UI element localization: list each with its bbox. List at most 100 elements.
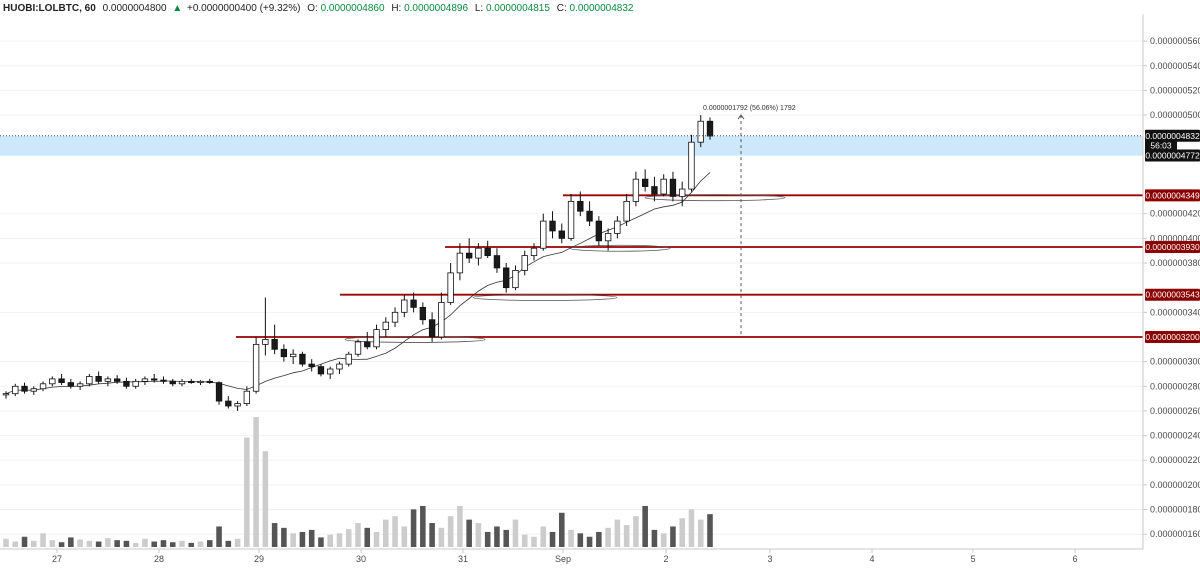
volume-bar bbox=[392, 516, 398, 547]
y-tick-label: 0.0000001600 bbox=[1150, 529, 1200, 539]
volume-bar bbox=[429, 523, 435, 547]
y-tick-label: 0.0000003400 bbox=[1150, 307, 1200, 317]
candle bbox=[151, 373, 158, 383]
candle-body bbox=[271, 339, 278, 350]
volume-bar bbox=[364, 527, 371, 547]
x-axis[interactable]: 27 28 29 30 31 Sep 2 3 4 5 6 bbox=[52, 549, 1078, 564]
candle-body bbox=[688, 141, 695, 190]
y-tick-label: 0.0000002400 bbox=[1150, 431, 1200, 441]
candle-body bbox=[76, 383, 84, 387]
candle-body bbox=[679, 188, 686, 197]
candle-body bbox=[132, 380, 139, 387]
candle-body bbox=[641, 178, 649, 187]
volume-bar bbox=[21, 536, 28, 547]
candle bbox=[123, 377, 130, 389]
volume-bar bbox=[688, 509, 695, 547]
volume-bar bbox=[95, 541, 102, 547]
volume-bars bbox=[3, 417, 713, 547]
candle bbox=[669, 171, 677, 202]
open-label: O: bbox=[307, 3, 318, 14]
measure-label: 0.0000001792 (56.06%) 1792 bbox=[703, 105, 796, 112]
price-tag bbox=[1145, 139, 1177, 152]
candle bbox=[2, 391, 10, 399]
last-price: 0.0000004800 bbox=[103, 3, 167, 14]
measure-tool: 0.0000001792 (56.06%) 1792 bbox=[703, 105, 796, 335]
close-label: C: bbox=[557, 3, 567, 14]
volume-bar bbox=[132, 542, 139, 547]
x-tick-label: 27 bbox=[52, 554, 62, 564]
price-tag bbox=[1145, 288, 1200, 301]
volume-bar bbox=[345, 529, 352, 547]
y-tick-label: 0.0000004200 bbox=[1150, 209, 1200, 219]
volume-bar bbox=[188, 542, 195, 547]
candle-body bbox=[141, 378, 149, 382]
candle bbox=[327, 366, 334, 379]
candle bbox=[391, 307, 399, 328]
volume-bar bbox=[707, 514, 713, 547]
volume-bar bbox=[327, 534, 333, 547]
candle bbox=[299, 351, 306, 367]
candle bbox=[39, 381, 47, 392]
candle-body bbox=[512, 270, 519, 289]
candle-body bbox=[447, 272, 454, 303]
candle bbox=[604, 228, 612, 251]
candle bbox=[540, 213, 547, 251]
volume-bar bbox=[586, 536, 593, 547]
candle bbox=[465, 238, 473, 264]
candle-body bbox=[419, 306, 427, 321]
volume-bar bbox=[68, 537, 74, 547]
candle bbox=[447, 263, 454, 305]
support-lines[interactable] bbox=[236, 194, 1143, 338]
volume-bar bbox=[49, 540, 56, 547]
candle bbox=[169, 378, 176, 387]
volume-bar bbox=[244, 437, 250, 547]
candle-body bbox=[373, 329, 380, 348]
candle-body bbox=[604, 233, 612, 242]
candle-body bbox=[308, 363, 315, 367]
candle-body bbox=[151, 378, 158, 381]
candle-body bbox=[530, 247, 538, 257]
candle bbox=[280, 344, 288, 362]
candle bbox=[67, 378, 75, 389]
price-tag bbox=[1145, 149, 1200, 162]
candle bbox=[530, 243, 538, 261]
chart-grid bbox=[0, 40, 1143, 535]
candle bbox=[234, 401, 241, 411]
y-tick-label: 0.0000005000 bbox=[1150, 110, 1200, 120]
volume-bar bbox=[549, 531, 556, 547]
candle-body bbox=[234, 403, 241, 407]
candle bbox=[86, 373, 93, 387]
candle bbox=[30, 386, 37, 395]
volume-bar bbox=[605, 527, 611, 547]
y-tick-label: 0.0000003000 bbox=[1150, 357, 1200, 367]
candle bbox=[632, 171, 640, 207]
candle-body bbox=[549, 220, 556, 232]
volume-bar bbox=[262, 451, 269, 547]
volume-bar bbox=[216, 526, 222, 547]
candle-body bbox=[289, 353, 297, 358]
candle bbox=[336, 361, 343, 374]
candle-body bbox=[697, 120, 704, 143]
volume-bar bbox=[596, 531, 602, 547]
low-label: L: bbox=[475, 3, 483, 14]
volume-bar bbox=[281, 527, 287, 547]
up-arrow-icon: ▲ bbox=[172, 3, 182, 14]
candle-body bbox=[95, 376, 102, 382]
candle-body bbox=[595, 220, 603, 242]
candle-body bbox=[21, 385, 28, 392]
volume-bar bbox=[623, 525, 630, 547]
candle bbox=[614, 216, 621, 239]
volume-bar bbox=[633, 516, 639, 547]
candle bbox=[410, 292, 417, 313]
candle-body bbox=[2, 393, 10, 396]
volume-bar bbox=[160, 540, 167, 547]
candle bbox=[438, 292, 445, 340]
candle-body bbox=[623, 200, 630, 222]
candle-body bbox=[30, 388, 37, 392]
candle-body bbox=[12, 385, 19, 395]
moving-average-line bbox=[5, 172, 711, 395]
y-axis[interactable]: 0.0000005600 0.0000005400 0.0000005200 0.00… bbox=[1143, 36, 1200, 539]
candle bbox=[475, 243, 482, 266]
volume-bar bbox=[540, 526, 547, 547]
